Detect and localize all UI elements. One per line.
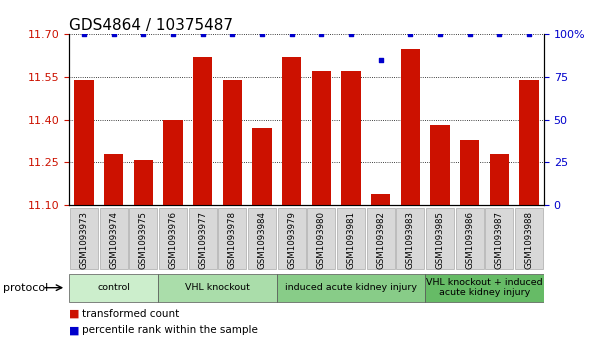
Text: GSM1093988: GSM1093988 — [525, 211, 534, 269]
Point — [406, 32, 415, 37]
Bar — [401, 49, 420, 205]
Text: percentile rank within the sample: percentile rank within the sample — [82, 325, 258, 335]
Text: GSM1093982: GSM1093982 — [376, 211, 385, 269]
Bar — [312, 72, 331, 205]
Point — [287, 32, 296, 37]
FancyBboxPatch shape — [248, 208, 276, 269]
FancyBboxPatch shape — [277, 274, 426, 302]
Text: protocol: protocol — [3, 283, 48, 293]
FancyBboxPatch shape — [515, 208, 543, 269]
Text: GSM1093976: GSM1093976 — [168, 211, 177, 269]
Bar — [460, 140, 480, 205]
Text: VHL knockout + induced
acute kidney injury: VHL knockout + induced acute kidney inju… — [426, 278, 543, 297]
FancyBboxPatch shape — [218, 208, 246, 269]
FancyBboxPatch shape — [426, 208, 454, 269]
Text: GSM1093984: GSM1093984 — [257, 211, 266, 269]
FancyBboxPatch shape — [307, 208, 335, 269]
FancyBboxPatch shape — [69, 274, 158, 302]
Point — [109, 32, 118, 37]
Point — [435, 32, 445, 37]
Point — [317, 32, 326, 37]
Bar — [430, 126, 450, 205]
Point — [168, 32, 178, 37]
Bar — [193, 57, 212, 205]
FancyBboxPatch shape — [70, 208, 98, 269]
Text: GSM1093977: GSM1093977 — [198, 211, 207, 269]
Point — [228, 32, 237, 37]
FancyBboxPatch shape — [486, 208, 513, 269]
Text: GSM1093987: GSM1093987 — [495, 211, 504, 269]
FancyBboxPatch shape — [158, 274, 277, 302]
Bar — [163, 120, 183, 205]
FancyBboxPatch shape — [278, 208, 306, 269]
Text: GSM1093986: GSM1093986 — [465, 211, 474, 269]
Text: GSM1093983: GSM1093983 — [406, 211, 415, 269]
Text: ■: ■ — [69, 325, 79, 335]
Point — [346, 32, 356, 37]
Bar — [282, 57, 301, 205]
Bar — [341, 72, 361, 205]
Bar — [223, 80, 242, 205]
Text: control: control — [97, 283, 130, 292]
Text: VHL knockout: VHL knockout — [185, 283, 250, 292]
FancyBboxPatch shape — [100, 208, 127, 269]
Text: GSM1093973: GSM1093973 — [79, 211, 88, 269]
FancyBboxPatch shape — [426, 274, 544, 302]
Text: GSM1093980: GSM1093980 — [317, 211, 326, 269]
Point — [138, 32, 148, 37]
Bar — [75, 80, 94, 205]
Point — [495, 32, 504, 37]
Point — [198, 32, 207, 37]
FancyBboxPatch shape — [456, 208, 484, 269]
Point — [257, 32, 267, 37]
Text: GSM1093981: GSM1093981 — [347, 211, 356, 269]
Text: GSM1093974: GSM1093974 — [109, 211, 118, 269]
Bar — [519, 80, 538, 205]
Point — [376, 57, 385, 63]
FancyBboxPatch shape — [397, 208, 424, 269]
Text: GSM1093978: GSM1093978 — [228, 211, 237, 269]
Text: induced acute kidney injury: induced acute kidney injury — [285, 283, 417, 292]
Text: GSM1093979: GSM1093979 — [287, 211, 296, 269]
FancyBboxPatch shape — [367, 208, 395, 269]
Bar — [252, 129, 272, 205]
FancyBboxPatch shape — [159, 208, 187, 269]
Text: GDS4864 / 10375487: GDS4864 / 10375487 — [69, 18, 233, 33]
Point — [465, 32, 475, 37]
Bar — [490, 154, 509, 205]
Text: ■: ■ — [69, 309, 79, 319]
Bar — [104, 154, 123, 205]
Text: GSM1093975: GSM1093975 — [139, 211, 148, 269]
Point — [524, 32, 534, 37]
FancyBboxPatch shape — [337, 208, 365, 269]
Bar — [371, 194, 390, 205]
Text: GSM1093985: GSM1093985 — [436, 211, 445, 269]
Point — [79, 32, 89, 37]
Bar — [133, 160, 153, 205]
Text: transformed count: transformed count — [82, 309, 180, 319]
FancyBboxPatch shape — [189, 208, 216, 269]
FancyBboxPatch shape — [129, 208, 157, 269]
